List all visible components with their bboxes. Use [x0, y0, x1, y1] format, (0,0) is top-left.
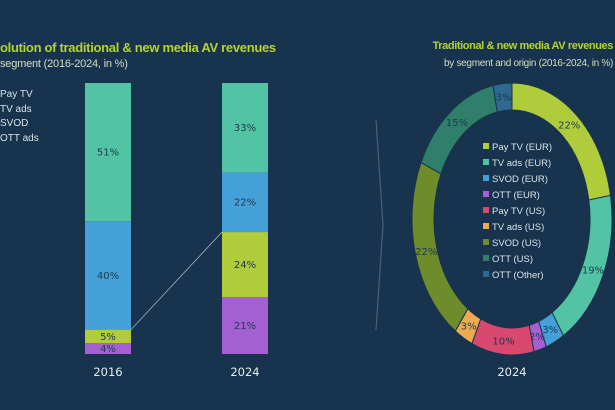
x-tick-label: 2024 [230, 365, 259, 379]
legend-item-ott-ads: OTT ads [0, 132, 39, 144]
legend-item: Pay TV (US) [492, 206, 545, 217]
legend-swatch [483, 159, 489, 165]
legend-item-tv-ads: TV ads [0, 103, 32, 115]
donut-data-label: 22% [558, 121, 580, 132]
legend-item: TV ads (US) [492, 222, 544, 233]
legend-swatch [483, 239, 489, 245]
bar-chart-subtitle: segment (2016-2024, in %) [0, 58, 128, 70]
bar-data-label: 40% [97, 271, 119, 282]
donut-data-label: 2% [529, 332, 545, 343]
donut-data-label: 19% [582, 265, 604, 276]
bar-segment [85, 221, 131, 330]
legend-item: OTT (EUR) [492, 190, 540, 201]
bar-data-label: 21% [234, 321, 256, 332]
legend-swatch [483, 191, 489, 197]
donut-data-label: 22% [415, 247, 437, 258]
legend-item: SVOD (EUR) [492, 174, 548, 185]
donut-chart-subtitle: by segment and origin (2016-2024, in %) [444, 58, 613, 69]
bar-segment [85, 329, 131, 344]
donut-chart-title: Traditional & new media AV revenues [432, 40, 614, 52]
legend-item: SVOD (US) [492, 238, 541, 249]
bar-data-label: 51% [97, 148, 119, 159]
bar-data-label: 22% [234, 198, 256, 209]
legend-item-svod: SVOD [0, 118, 29, 129]
legend-swatch [483, 255, 489, 261]
legend-swatch [483, 143, 489, 149]
donut-slice [492, 82, 513, 113]
bar-segment [222, 297, 268, 354]
x-tick-label: 2016 [93, 365, 122, 379]
bar-legend: Pay TV TV ads SVOD OTT ads [0, 88, 39, 146]
donut-year-label: 2024 [497, 365, 526, 379]
legend-item: OTT (US) [492, 254, 533, 265]
divider-chevron [375, 119, 384, 331]
donut-data-label: 3% [461, 322, 477, 333]
legend-item: Pay TV (EUR) [492, 142, 552, 153]
bar-data-label: 33% [234, 123, 256, 134]
bar-data-label: 4% [100, 344, 116, 355]
legend-swatch [483, 207, 489, 213]
legend-swatch [483, 223, 489, 229]
legend-swatch [483, 271, 489, 277]
bar-data-label: 5% [100, 332, 116, 343]
bar-segment [222, 172, 268, 233]
bar-data-label: 24% [234, 260, 256, 271]
legend-item: TV ads (EUR) [492, 158, 551, 169]
bar-segment [85, 343, 131, 354]
connector-line [130, 231, 223, 330]
bar-chart-title: olution of traditional & new media AV re… [0, 40, 276, 55]
bar-segment [222, 232, 268, 298]
legend-item-pay-tv: Pay TV [0, 89, 33, 100]
donut-data-label: 15% [446, 118, 468, 129]
bar-segment [85, 83, 131, 222]
legend-swatch [483, 175, 489, 181]
donut-data-label: 10% [492, 336, 514, 347]
legend-item: OTT (Other) [492, 270, 544, 281]
donut-data-label: 3% [542, 325, 558, 336]
donut-data-label: 3% [496, 93, 512, 104]
bar-segment [222, 83, 268, 173]
